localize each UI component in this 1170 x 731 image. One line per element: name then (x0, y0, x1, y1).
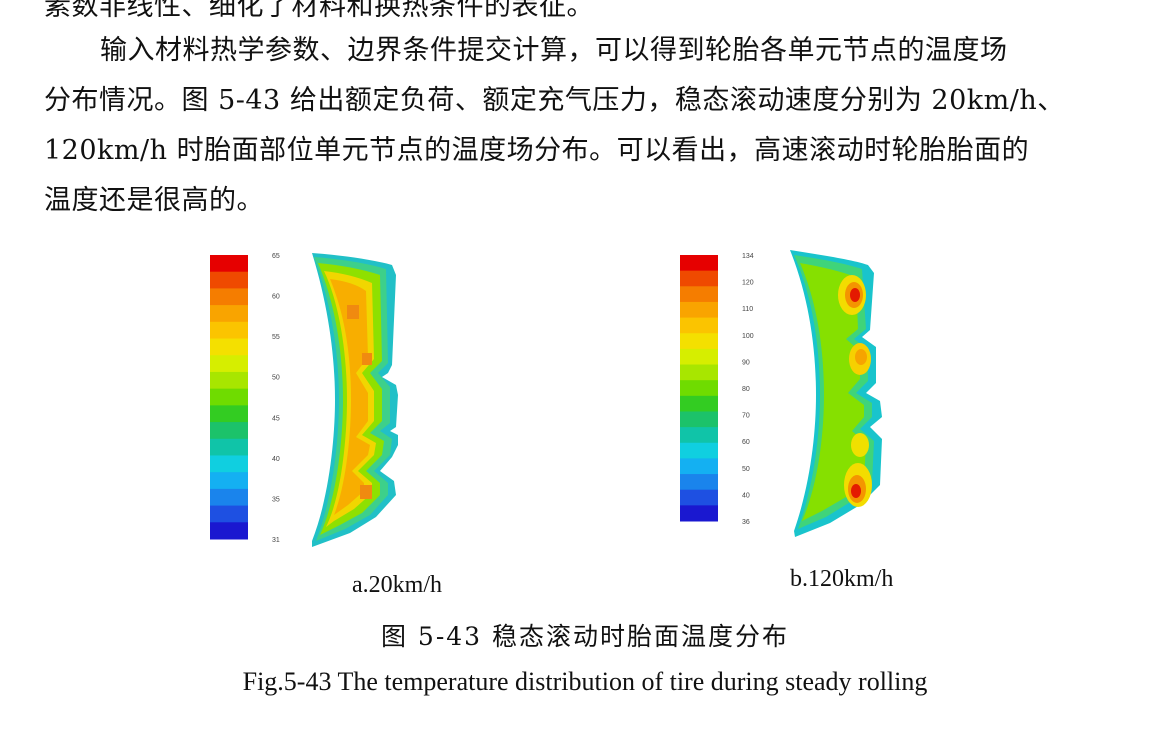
legend-tick-label: 60 (742, 439, 750, 446)
color-legend-b: 134 120 110 100 90 80 70 60 50 40 36 (680, 253, 754, 526)
legend-swatch (680, 411, 718, 428)
legend-swatch (210, 271, 248, 289)
legend-swatch (210, 455, 248, 473)
legend-swatch (210, 472, 248, 490)
legend-swatch (680, 270, 718, 287)
legend-swatch (680, 489, 718, 506)
color-legend-a: 65 60 55 50 45 40 35 31 (210, 253, 280, 544)
figure-caption-en: Fig.5-43 The temperature distribution of… (242, 667, 928, 696)
legend-swatch (210, 305, 248, 323)
legend-swatch (680, 286, 718, 303)
figure-panel-a: 65 60 55 50 45 40 35 31 (210, 253, 398, 547)
body-text-line: 输入材料热学参数、边界条件提交计算，可以得到轮胎各单元节点的温度场 (100, 35, 1008, 66)
legend-swatch (680, 505, 718, 522)
legend-swatch (680, 255, 718, 272)
legend-swatch (680, 364, 718, 381)
legend-swatch (210, 505, 248, 523)
legend-tick-label: 134 (742, 253, 754, 260)
legend-tick-label: 60 (272, 294, 280, 301)
panel-a-caption: a.20km/h (352, 572, 442, 598)
legend-tick-label: 35 (272, 496, 280, 503)
legend-swatch (210, 288, 248, 306)
legend-swatch (680, 427, 718, 444)
legend-swatch (680, 348, 718, 366)
body-text-line: 分布情况。图 5-43 给出额定负荷、额定充气压力，稳态滚动速度分别为 20km… (44, 85, 1065, 116)
legend-swatch (210, 338, 248, 356)
legend-tick-label: 40 (742, 492, 750, 499)
legend-swatch (680, 442, 718, 459)
legend-tick-label: 40 (272, 456, 280, 463)
legend-swatch (680, 301, 718, 319)
legend-tick-label: 55 (272, 334, 280, 341)
legend-swatch (680, 317, 718, 334)
legend-tick-label: 31 (272, 537, 280, 544)
body-text-line: 120km/h 时胎面部位单元节点的温度场分布。可以看出，高速滚动时轮胎胎面的 (44, 135, 1030, 166)
legend-tick-label: 45 (272, 415, 280, 422)
legend-swatch (210, 438, 248, 456)
legend-tick-label: 120 (742, 280, 754, 287)
body-text-line: 素数非线性、细化了材料和换热条件的表征。 (44, 0, 594, 22)
tire-section-a (312, 253, 398, 547)
legend-swatch (210, 355, 248, 373)
legend-swatch (680, 380, 718, 397)
legend-tick-label: 80 (742, 386, 750, 393)
legend-swatch (210, 422, 248, 440)
legend-swatch (680, 333, 718, 350)
panel-b-caption: b.120km/h (790, 566, 894, 592)
figure-caption-cn: 图 5-43 稳态滚动时胎面温度分布 (380, 622, 790, 651)
legend-tick-label: 50 (742, 466, 750, 473)
legend-swatch (210, 371, 248, 390)
figure-panel-b: 134 120 110 100 90 80 70 60 50 40 36 (680, 250, 882, 537)
legend-swatch (210, 321, 248, 340)
legend-swatch (680, 458, 718, 475)
legend-tick-label: 90 (742, 359, 750, 366)
legend-tick-label: 70 (742, 413, 750, 420)
legend-tick-label: 50 (272, 375, 280, 382)
legend-tick-label: 65 (272, 253, 280, 260)
tire-section-b (790, 250, 882, 537)
legend-swatch (210, 255, 248, 273)
legend-swatch (210, 405, 248, 423)
body-text-line: 温度还是很高的。 (44, 185, 264, 216)
legend-swatch (210, 388, 248, 406)
legend-swatch (680, 474, 718, 491)
legend-swatch (210, 522, 248, 540)
legend-tick-label: 100 (742, 333, 754, 340)
legend-tick-label: 110 (742, 306, 753, 313)
legend-tick-label: 36 (742, 519, 750, 526)
legend-swatch (680, 395, 718, 412)
legend-swatch (210, 488, 248, 507)
